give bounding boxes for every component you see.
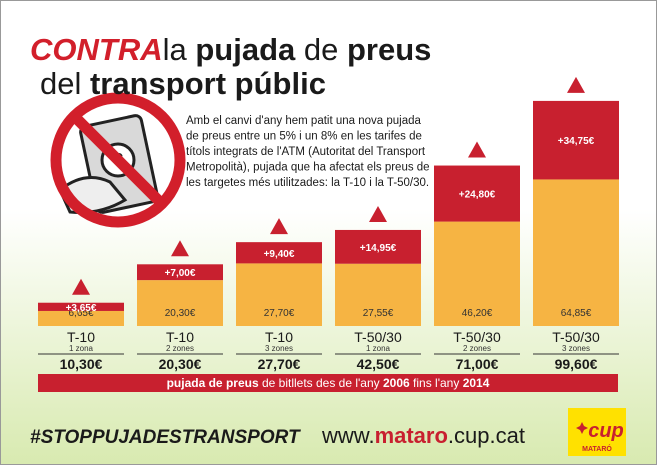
value-label: +34,75€ <box>558 136 595 147</box>
category-label: T-50/30 <box>453 329 501 345</box>
caption-strip <box>38 374 618 392</box>
logo-star <box>576 422 588 434</box>
bar-segment <box>335 263 421 326</box>
category-label: T-10 <box>166 329 194 345</box>
bar-segment <box>533 179 619 326</box>
total-label: 99,60€ <box>555 356 598 372</box>
bar-segment <box>137 280 223 326</box>
bar-segment <box>434 165 520 222</box>
increase-arrow <box>171 240 189 257</box>
bar-segment <box>533 100 619 180</box>
title-part: transport públic <box>90 66 326 101</box>
value-label: 46,20€ <box>462 308 493 319</box>
value-label: 64,85€ <box>561 308 592 319</box>
value-label: +24,80€ <box>459 190 496 201</box>
total-label: 20,30€ <box>159 356 202 372</box>
increase-arrow <box>270 218 288 235</box>
caption-part: pujada de preus <box>167 376 259 390</box>
caption-part: 2014 <box>463 376 490 390</box>
subcategory-label: 2 zones <box>166 344 194 353</box>
title-part: pujada <box>195 32 296 67</box>
intro-line: de preus entre un 5% i un 8% en les tari… <box>186 131 422 143</box>
bar-segment <box>38 310 124 326</box>
caption-part: de bitllets des de l'any <box>259 376 383 390</box>
bar-segment <box>236 242 322 264</box>
no-icon: € <box>50 92 186 228</box>
title-line-2: del transport públic <box>40 66 326 101</box>
value-label: +3,65€ <box>66 303 97 314</box>
caption-part: 2006 <box>383 376 410 390</box>
hashtag: #STOPPUJADESTRANSPORT <box>30 427 301 448</box>
caption: pujada de preus de bitllets des de l'any… <box>167 376 490 390</box>
intro-line: les targetes més utilitzades: la T-10 i … <box>186 177 429 189</box>
value-label: 20,30€ <box>165 308 196 319</box>
logo-box <box>568 408 626 456</box>
bar-segment <box>236 263 322 326</box>
value-label: +14,95€ <box>360 243 397 254</box>
category-label: T-50/30 <box>354 329 402 345</box>
increase-arrow <box>468 141 486 158</box>
url-part: www. <box>321 423 375 448</box>
logo-place: MATARÓ <box>582 444 612 453</box>
subcategory-label: 3 zones <box>562 344 590 353</box>
increase-arrow <box>72 278 90 295</box>
subcategory-label: 3 zones <box>265 344 293 353</box>
caption-part: fins l'any <box>410 376 463 390</box>
increase-arrow <box>369 205 387 222</box>
value-label: +9,40€ <box>264 249 295 260</box>
title-part: CONTRA <box>30 32 163 67</box>
total-label: 10,30€ <box>60 356 103 372</box>
category-label: T-10 <box>67 329 95 345</box>
logo-text: cup <box>588 420 624 442</box>
subcategory-label: 1 zona <box>69 344 94 353</box>
total-label: 27,70€ <box>258 356 301 372</box>
category-label: T-50/30 <box>552 329 600 345</box>
subcategory-label: 1 zona <box>366 344 391 353</box>
url-part: .cup.cat <box>448 423 525 448</box>
title-part: preus <box>347 32 431 67</box>
subcategory-label: 2 zones <box>463 344 491 353</box>
bar-segment <box>137 264 223 281</box>
category-label: T-10 <box>265 329 293 345</box>
bar-segment <box>335 229 421 264</box>
total-label: 71,00€ <box>456 356 499 372</box>
title-part: de <box>295 32 347 67</box>
increase-arrow <box>567 76 585 93</box>
intro-line: Amb el canvi d'any hem patit una nova pu… <box>186 115 422 127</box>
value-label: 27,70€ <box>264 308 295 319</box>
value-label: 27,55€ <box>363 308 394 319</box>
title-part: del <box>40 66 90 101</box>
title-line-1: CONTRAla pujada de preus <box>30 32 431 67</box>
intro-line: títols integrats de l'ATM (Autoritat del… <box>186 146 426 158</box>
bar-segment <box>38 302 124 311</box>
value-label: +7,00€ <box>165 268 196 279</box>
title-part: la <box>163 32 196 67</box>
url-part: mataro <box>375 423 448 448</box>
bar-segment <box>434 221 520 326</box>
total-label: 42,50€ <box>357 356 400 372</box>
intro-line: Metropolità), pujada que ha afectat els … <box>186 162 430 174</box>
value-label: 6,65€ <box>68 308 93 319</box>
url: www.mataro.cup.cat <box>321 423 525 448</box>
